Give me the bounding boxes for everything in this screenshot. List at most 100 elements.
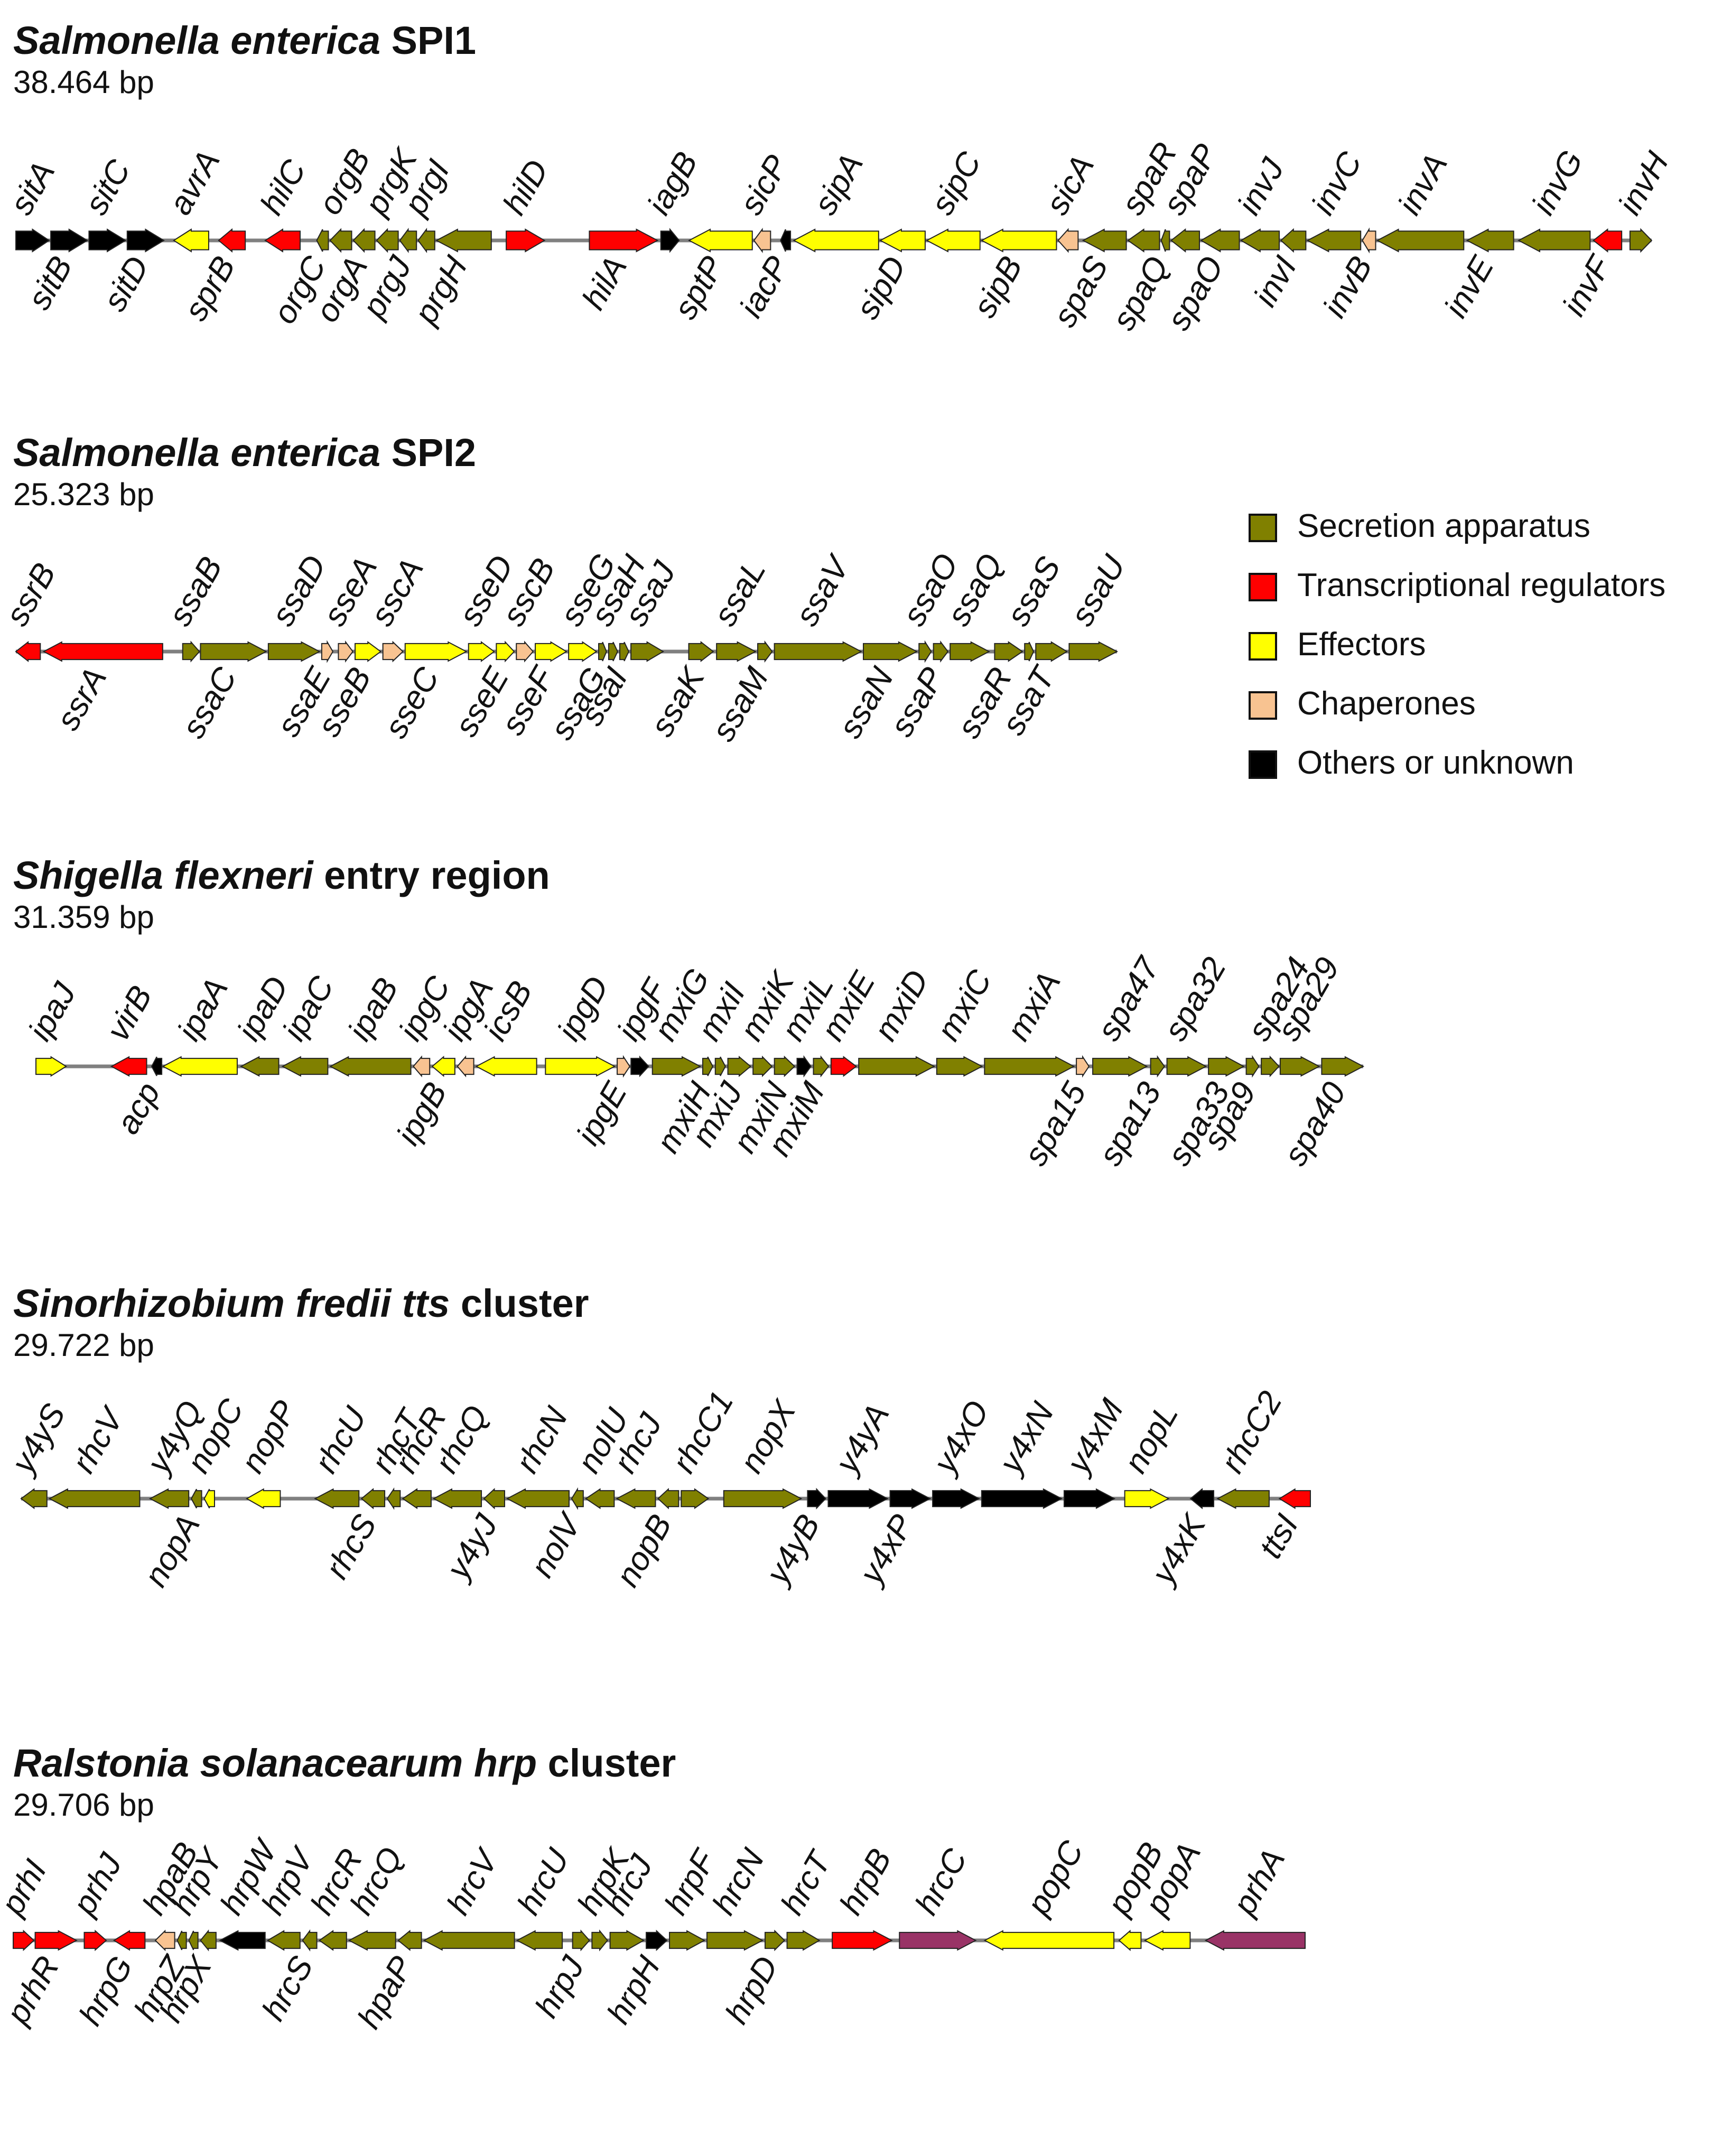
- gene-label: ipaD: [230, 970, 296, 1047]
- gene-arrow-ipgA: [457, 1055, 474, 1077]
- gene-label: nopP: [234, 1395, 304, 1479]
- gene-label: sitC: [78, 153, 138, 221]
- organism-name: Salmonella enterica: [13, 18, 381, 62]
- gene-arrow-iagB: [660, 228, 680, 253]
- cluster-size: 29.722 bp: [13, 1327, 154, 1363]
- gene-arrow-spa13: [1150, 1055, 1166, 1078]
- gene-arrow-rhcS: [360, 1488, 386, 1510]
- gene-label: hrcV: [440, 1842, 506, 1921]
- gene-label: ssaM: [705, 661, 776, 747]
- cluster-title: Ralstonia solanacearum hrp cluster: [13, 1744, 676, 1783]
- gene-arrow-y4yJ: [483, 1488, 505, 1510]
- gene-label: spaO: [1160, 250, 1231, 337]
- gene-label: spa13: [1092, 1076, 1168, 1172]
- cluster-title: Salmonella enterica SPI2: [13, 433, 476, 472]
- gene-arrow-ssrB: [15, 640, 41, 663]
- gene-label: ssaC: [175, 661, 244, 744]
- gene-arrow-sptP: [688, 228, 753, 253]
- gene-arrow-spa33: [1208, 1056, 1245, 1077]
- gene-label: ssrA: [50, 662, 114, 737]
- gene-arrow-sprB: [218, 228, 246, 253]
- gene-label: sicP: [733, 149, 795, 221]
- gene-arrow-spaQ: [1160, 229, 1170, 252]
- gene-label: ssaB: [162, 551, 230, 632]
- gene-arrow-ipgB: [431, 1055, 455, 1077]
- gene-arrow-prhI: [13, 1929, 35, 1951]
- gene-arrow-mxiN: [774, 1055, 796, 1077]
- cluster-name: cluster: [537, 1741, 676, 1785]
- legend-label: Others or unknown: [1297, 745, 1574, 781]
- gene-label: invH: [1612, 146, 1676, 221]
- gene-arrow-mxiD: [858, 1056, 936, 1077]
- gene-label: acp: [109, 1076, 167, 1140]
- gene-arrow-ipgD: [545, 1056, 616, 1077]
- gene-arrow-hrpG: [113, 1930, 146, 1951]
- gene-arrow-nopA: [190, 1489, 202, 1509]
- gene-arrow-rhcQ: [432, 1488, 482, 1509]
- gene-arrow-sseA: [338, 640, 354, 663]
- gene-label: hrcT: [774, 1844, 839, 1921]
- gene-label: hilC: [253, 153, 313, 221]
- gene-label: hrpG: [72, 1950, 140, 2032]
- gene-arrow-orgB: [329, 228, 352, 253]
- gene-label: y4yB: [758, 1509, 827, 1592]
- gene-arrow-ipaA: [162, 1056, 238, 1077]
- gene-arrow-ssaL: [716, 641, 757, 662]
- organism-name: Sinorhizobium fredii tts: [13, 1281, 450, 1325]
- gene-label: invC: [1305, 145, 1369, 221]
- gene-arrow-sseB: [355, 641, 382, 662]
- legend-label: Secretion apparatus: [1297, 508, 1590, 544]
- gene-arrow-hrcS: [302, 1929, 318, 1952]
- gene-arrow-hpaB: [154, 1929, 175, 1951]
- gene-arrow-sseD: [468, 641, 495, 662]
- gene-arrow-mxiJ: [727, 1055, 751, 1077]
- gene-arrow-sicA: [1057, 228, 1079, 253]
- gene-label: sitD: [96, 250, 156, 318]
- gene-label: hilA: [575, 250, 634, 316]
- gene-arrow-ipgF: [630, 1055, 649, 1077]
- cluster-3: Shigella flexneri entry region 31.359 bp: [0, 856, 1722, 1268]
- gene-arrow-y4xO: [932, 1488, 981, 1509]
- gene-arrow-iacP: [780, 229, 792, 252]
- gene-arrow-nolV: [571, 1487, 584, 1510]
- gene-label: spa40: [1277, 1076, 1353, 1172]
- gene-arrow-rhcU: [314, 1488, 360, 1509]
- gene-arrow-prhJ: [83, 1929, 107, 1951]
- gene-arrow-ipaD: [239, 1056, 280, 1077]
- gene-label: ipaB: [341, 972, 406, 1047]
- gene-arrow-ssaD: [267, 641, 321, 662]
- gene-label: ipgB: [390, 1076, 454, 1151]
- gene-arrow-hrpZ: [176, 1930, 187, 1950]
- gene-arrow-invJ: [1240, 228, 1280, 253]
- gene-arrow-sscB: [516, 640, 534, 663]
- gene-label: hrpB: [833, 1843, 899, 1921]
- gene-label: y4xN: [991, 1396, 1061, 1481]
- cluster-name: SPI2: [380, 431, 477, 475]
- cluster-1: Salmonella enterica SPI1 38.464 bp: [0, 21, 1722, 433]
- gene-label: mxiC: [930, 963, 999, 1047]
- gene-arrow-prgK: [376, 228, 399, 253]
- gene-arrow-y4yS: [20, 1488, 48, 1509]
- gene-label: y4xP: [852, 1509, 921, 1592]
- gene-arrow-ssaN: [863, 641, 918, 662]
- gene-label: sitA: [3, 155, 62, 221]
- gene-arrow-nopP: [245, 1488, 281, 1509]
- gene-arrow-ssaV: [774, 641, 862, 662]
- gene-arrow-ssaR: [994, 641, 1023, 662]
- gene-label: mxiD: [867, 964, 936, 1047]
- gene-label: iacP: [733, 250, 796, 324]
- gene-label: y4xM: [1059, 1393, 1131, 1481]
- gene-arrow-rhcC2: [1216, 1488, 1270, 1509]
- gene-arrow-spaO: [1200, 228, 1240, 253]
- gene-arrow-mxiL: [796, 1055, 812, 1078]
- cluster-size: 31.359 bp: [13, 899, 154, 935]
- gene-label: prhR: [0, 1950, 67, 2031]
- gene-label: hrpJ: [528, 1950, 592, 2024]
- gene-arrow-hpaP: [397, 1929, 422, 1951]
- gene-label: sitB: [21, 250, 79, 316]
- gene-label: spa15: [1017, 1076, 1093, 1172]
- gene-label: invG: [1525, 144, 1590, 221]
- gene-arrow-nopX: [723, 1488, 803, 1509]
